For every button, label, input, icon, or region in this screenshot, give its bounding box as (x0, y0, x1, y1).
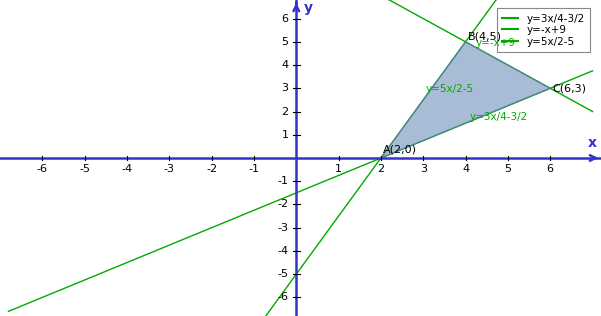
Text: y=3x/4-3/2: y=3x/4-3/2 (470, 112, 528, 122)
Text: -1: -1 (278, 176, 288, 186)
Text: -6: -6 (37, 164, 48, 174)
Text: -5: -5 (278, 269, 288, 279)
Text: y=-x+9: y=-x+9 (476, 39, 516, 48)
Text: -1: -1 (248, 164, 260, 174)
Text: 6: 6 (547, 164, 554, 174)
Text: 1: 1 (282, 130, 288, 140)
Text: 4: 4 (462, 164, 469, 174)
Text: -4: -4 (278, 246, 288, 256)
Text: 2: 2 (281, 106, 288, 117)
Text: 3: 3 (419, 164, 427, 174)
Text: 5: 5 (282, 37, 288, 47)
Text: y: y (304, 1, 313, 15)
Text: 3: 3 (282, 83, 288, 93)
Text: 6: 6 (282, 14, 288, 24)
Text: C(6,3): C(6,3) (552, 83, 587, 93)
Polygon shape (381, 42, 550, 158)
Legend: y=3x/4-3/2, y=-x+9, y=5x/2-5: y=3x/4-3/2, y=-x+9, y=5x/2-5 (497, 8, 590, 52)
Text: A(2,0): A(2,0) (383, 144, 417, 155)
Text: -5: -5 (79, 164, 90, 174)
Text: 5: 5 (504, 164, 511, 174)
Text: 2: 2 (377, 164, 385, 174)
Text: -6: -6 (278, 292, 288, 302)
Text: y=5x/2-5: y=5x/2-5 (426, 84, 474, 94)
Text: 1: 1 (335, 164, 342, 174)
Text: B(4,5): B(4,5) (468, 32, 502, 42)
Text: -3: -3 (164, 164, 175, 174)
Text: -4: -4 (121, 164, 133, 174)
Text: 4: 4 (281, 60, 288, 70)
Text: -2: -2 (278, 199, 288, 210)
Text: -2: -2 (206, 164, 217, 174)
Text: -3: -3 (278, 223, 288, 233)
Text: x: x (588, 136, 597, 150)
